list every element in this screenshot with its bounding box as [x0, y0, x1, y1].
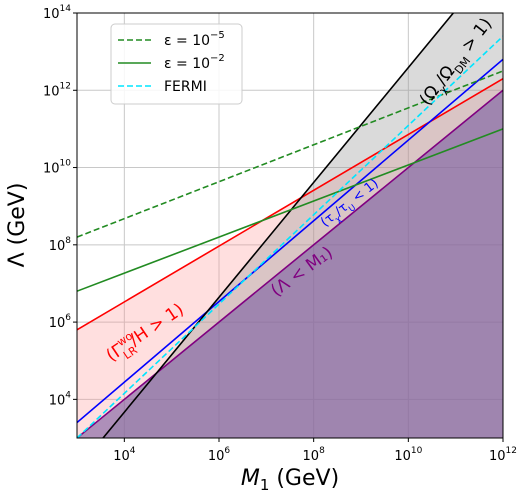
legend-label-0: ε = 10−5: [164, 30, 225, 49]
legend: ε = 10−5 ε = 10−2 FERMI: [110, 23, 243, 105]
series-lines: [77, 13, 503, 438]
y-tick-label: 108: [49, 236, 72, 254]
ticks: 104 106 108 1010 1012 104 106 108 1010 1012 1014: [43, 4, 517, 464]
y-tick-label: 104: [49, 390, 72, 408]
lifetime-boundary-line: [77, 58, 503, 424]
x-tick-label: 1010: [394, 446, 422, 464]
x-tick-label: 106: [208, 446, 231, 464]
x-tick-label: 108: [303, 446, 326, 464]
plot-frame: [76, 12, 504, 439]
series-line-1: [77, 128, 503, 292]
series-line-0: [77, 70, 503, 238]
y-tick-label: 106: [49, 313, 72, 331]
legend-box: [110, 23, 243, 105]
x-tick-label: 104: [113, 446, 136, 464]
x-tick-label: 1012: [489, 446, 517, 464]
y-tick-label: 1010: [43, 159, 71, 177]
legend-label-2: FERMI: [164, 79, 207, 95]
overabundance-boundary-line: [102, 13, 454, 438]
y-tick-label: 1012: [43, 81, 71, 99]
y-axis-label: Λ (GeV): [5, 183, 30, 268]
x-axis-label: M1 (GeV): [241, 466, 339, 494]
legend-label-1: ε = 10−2: [164, 53, 225, 72]
y-tick-label: 1014: [43, 4, 71, 22]
series-line-2: [77, 35, 503, 438]
lambda_lt_m1-boundary-line: [77, 89, 503, 438]
